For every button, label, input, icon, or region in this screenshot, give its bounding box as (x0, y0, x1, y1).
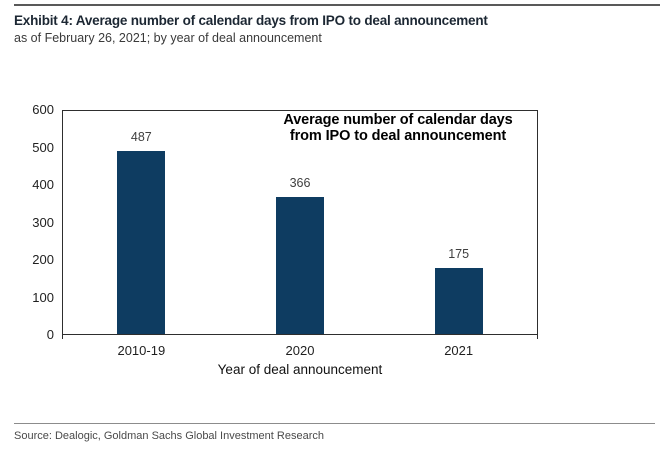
x-axis-title: Year of deal announcement (217, 362, 383, 377)
x-category-label: 2010-19 (117, 343, 166, 358)
bar-value-label: 366 (289, 175, 311, 190)
chart-title-annotation-line: Average number of calendar days (283, 112, 513, 128)
x-category-label: 2021 (444, 343, 474, 358)
y-tick-label: 200 (32, 252, 54, 267)
exhibit-title: Exhibit 4: Average number of calendar da… (14, 13, 488, 28)
y-tick-label: 600 (32, 102, 54, 117)
bar-2010-19 (117, 151, 166, 334)
y-tick-label: 300 (32, 214, 54, 230)
bar-2021 (434, 268, 483, 334)
exhibit-subtitle: as of February 26, 2021; by year of deal… (14, 31, 322, 45)
x-category-label: 2020 (285, 343, 315, 358)
bar-2020 (276, 196, 324, 334)
x-axis-left-tick (62, 335, 63, 339)
y-tick-label: 400 (32, 177, 54, 192)
source-attribution: Source: Dealogic, Goldman Sachs Global I… (14, 430, 324, 442)
y-tick-label: 0 (46, 327, 54, 342)
x-axis-right-tick (537, 335, 538, 339)
chart-title-annotation: Average number of calendar days from IPO … (262, 112, 534, 144)
y-tick-label: 500 (32, 139, 54, 155)
bottom-rule (14, 423, 655, 424)
top-rule (14, 4, 660, 6)
bar-value-label: 487 (130, 130, 152, 145)
y-tick-label: 100 (32, 289, 54, 305)
chart-title-annotation-line: from IPO to deal announcement (289, 127, 507, 144)
bar-value-label: 175 (448, 247, 470, 262)
